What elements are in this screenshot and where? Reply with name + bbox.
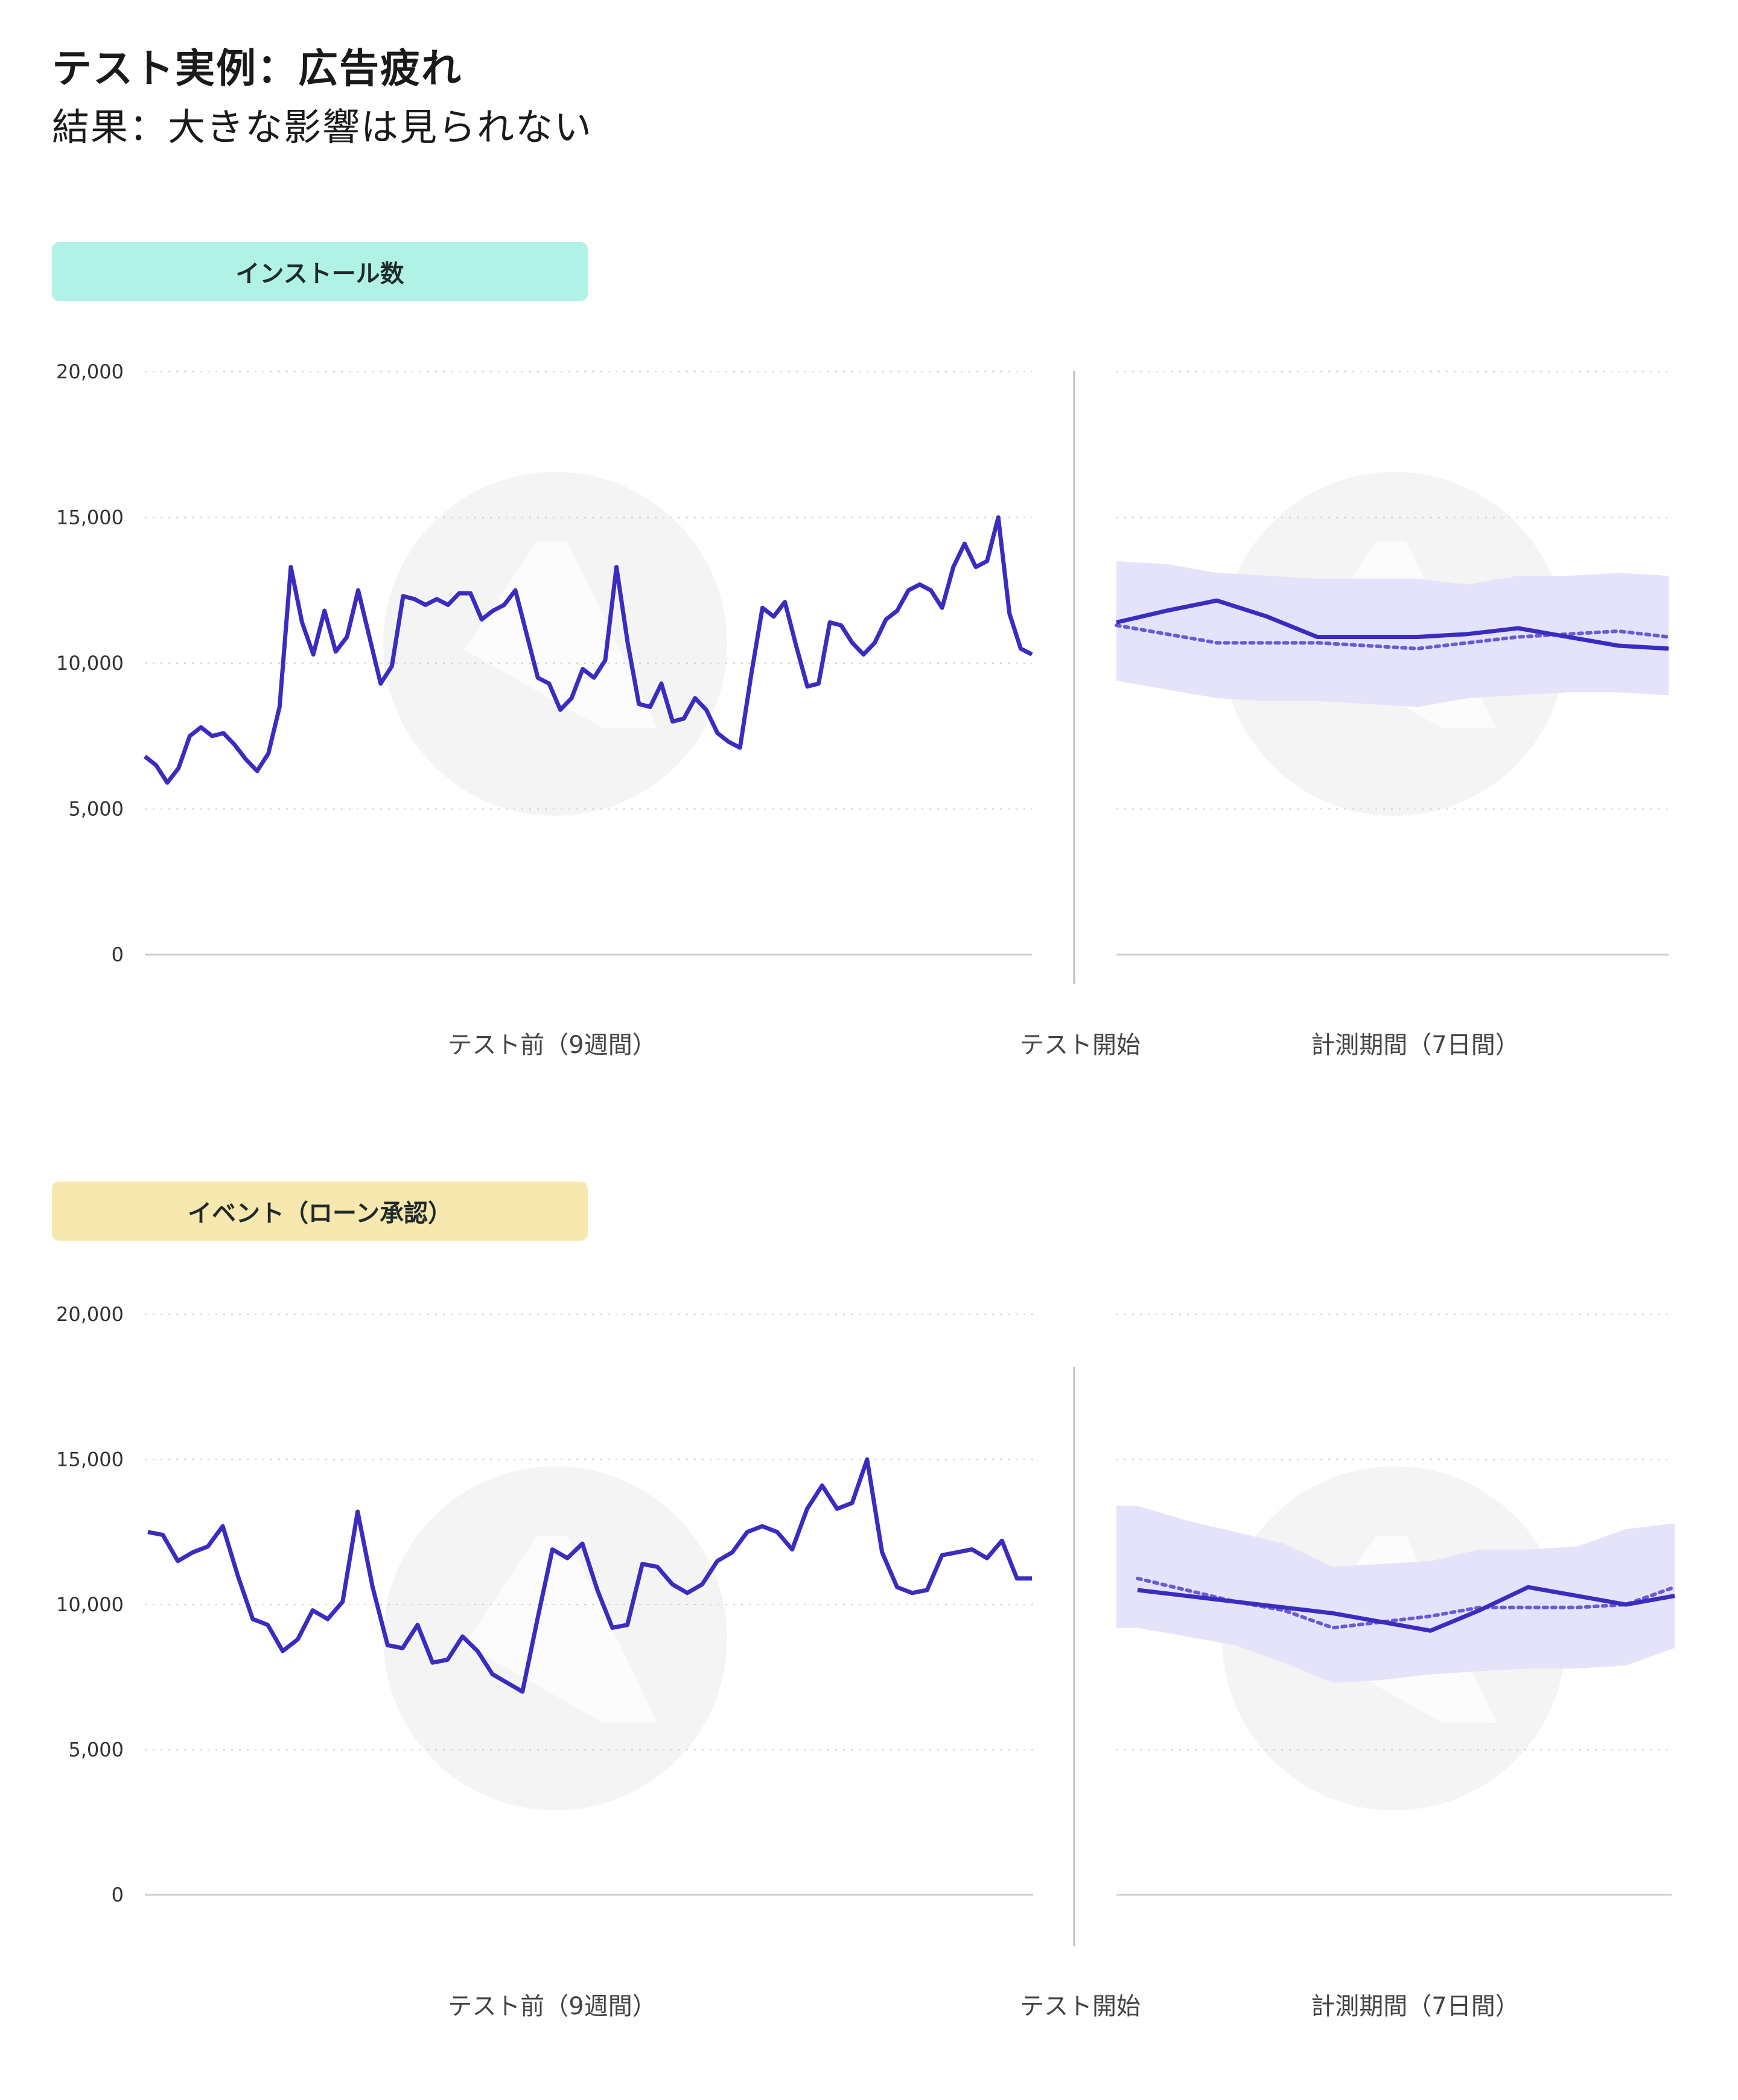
events-chart: 20,000 15,000 10,000 5,000 0 テスト前（9週間） テスト開始 計測…: [56, 1303, 1676, 2020]
confidence-band: [1116, 561, 1669, 707]
watermark-logo: [383, 1466, 727, 1810]
y-tick-label: 0: [112, 943, 124, 966]
page-subtitle: 結果：大きな影響は見られない: [52, 105, 593, 149]
y-tick-label: 10,000: [56, 1593, 124, 1616]
pre-test-series-line: [143, 515, 1033, 785]
y-tick-label: 0: [112, 1883, 124, 1906]
post-test-series-line: [1116, 598, 1669, 651]
pre-test-series-line: [147, 1457, 1032, 1694]
y-tick-label: 10,000: [56, 652, 124, 675]
y-tick-label: 20,000: [56, 1303, 124, 1326]
installs-badge: インストール数: [52, 242, 588, 301]
y-tick-label: 15,000: [56, 1448, 124, 1471]
confidence-band: [1116, 1506, 1675, 1683]
segment-label-start: テスト開始: [1020, 1993, 1141, 2020]
segment-label-before: テスト前（9週間）: [448, 1031, 656, 1059]
events-badge: イベント（ローン承認）: [52, 1182, 588, 1241]
y-tick-label: 5,000: [68, 798, 124, 821]
installs-chart: 20,000 15,000 10,000 5,000 0 テスト前（9週間） テスト開始 計測…: [56, 360, 1670, 1059]
post-test-series-line: [1137, 1585, 1675, 1633]
segment-label-before: テスト前（9週間）: [448, 1993, 656, 2020]
segment-label-after: 計測期間（7日間）: [1311, 1993, 1519, 2020]
y-tick-label: 15,000: [56, 506, 124, 529]
segment-label-after: 計測期間（7日間）: [1311, 1031, 1519, 1059]
watermark-logo: [383, 472, 727, 816]
segment-label-start: テスト開始: [1020, 1031, 1141, 1059]
y-tick-label: 5,000: [68, 1739, 124, 1761]
page-title: テスト実例：広告疲れ: [52, 45, 462, 92]
expected-series-line: [1115, 623, 1670, 651]
y-tick-label: 20,000: [56, 360, 124, 383]
